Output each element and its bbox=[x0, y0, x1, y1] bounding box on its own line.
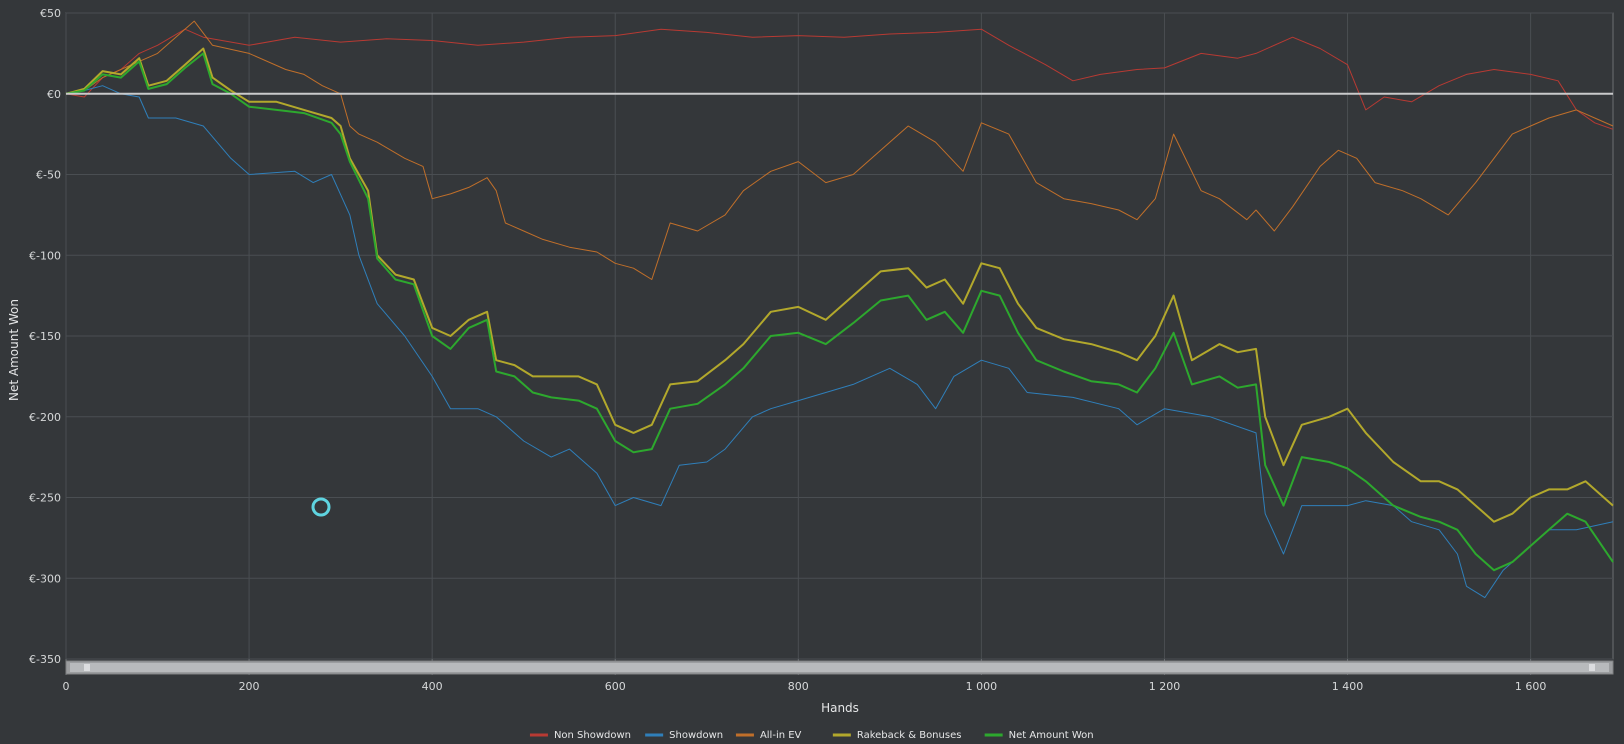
y-tick-label: €-200 bbox=[29, 411, 61, 424]
horizontal-scrollbar[interactable] bbox=[65, 660, 1614, 675]
x-tick-label: 400 bbox=[422, 680, 443, 693]
scrollbar-thumb[interactable] bbox=[70, 663, 1609, 672]
x-tick-label: 1 600 bbox=[1515, 680, 1547, 693]
y-tick-label: €0 bbox=[47, 88, 61, 101]
legend-label-showdown: Showdown bbox=[669, 730, 723, 741]
x-tick-label: 0 bbox=[63, 680, 70, 693]
series-line-showdown bbox=[65, 85, 1614, 599]
y-tick-label: €50 bbox=[40, 7, 61, 20]
y-tick-label: €-250 bbox=[29, 492, 61, 505]
series-line-all-in-ev bbox=[65, 20, 1614, 280]
y-tick-label: €-100 bbox=[29, 249, 61, 262]
x-axis-title: Hands bbox=[821, 701, 859, 715]
legend: Non Showdown Showdown All-in EV Rakeback & … bbox=[529, 730, 1094, 741]
y-tick-label: €-50 bbox=[36, 169, 61, 182]
legend-label-net-amount-won: Net Amount Won bbox=[1009, 730, 1094, 741]
series-line-non-showdown bbox=[65, 28, 1614, 130]
legend-label-non-showdown: Non Showdown bbox=[554, 730, 631, 741]
legend-label-all-in-ev: All-in EV bbox=[760, 730, 802, 741]
y-tick-label: €-300 bbox=[29, 572, 61, 585]
grid bbox=[65, 12, 1614, 660]
y-tick-label: €-350 bbox=[29, 653, 61, 666]
x-axis-ticks: 0 200 400 600 800 1 000 1 200 1 400 1 600 bbox=[63, 659, 1547, 693]
scrollbar-handle-right[interactable] bbox=[1589, 664, 1595, 671]
series-lines bbox=[65, 20, 1614, 599]
y-tick-label: €-150 bbox=[29, 330, 61, 343]
x-tick-label: 600 bbox=[605, 680, 626, 693]
x-tick-label: 200 bbox=[239, 680, 260, 693]
y-axis-ticks: €50 €0 €-50 €-100 €-150 €-200 €-250 €-300 €-350 bbox=[29, 7, 61, 666]
x-tick-label: 1 000 bbox=[966, 680, 998, 693]
y-axis-title: Net Amount Won bbox=[7, 299, 21, 401]
x-tick-label: 800 bbox=[788, 680, 809, 693]
legend-label-rakeback-bonuses: Rakeback & Bonuses bbox=[857, 730, 962, 741]
x-tick-label: 1 200 bbox=[1149, 680, 1181, 693]
scrollbar-handle-left[interactable] bbox=[84, 664, 90, 671]
loading-ring-icon bbox=[311, 497, 331, 517]
series-line-net-amount-won bbox=[65, 52, 1614, 572]
x-tick-label: 1 400 bbox=[1332, 680, 1364, 693]
series-line-rakeback-bonuses bbox=[65, 47, 1614, 523]
